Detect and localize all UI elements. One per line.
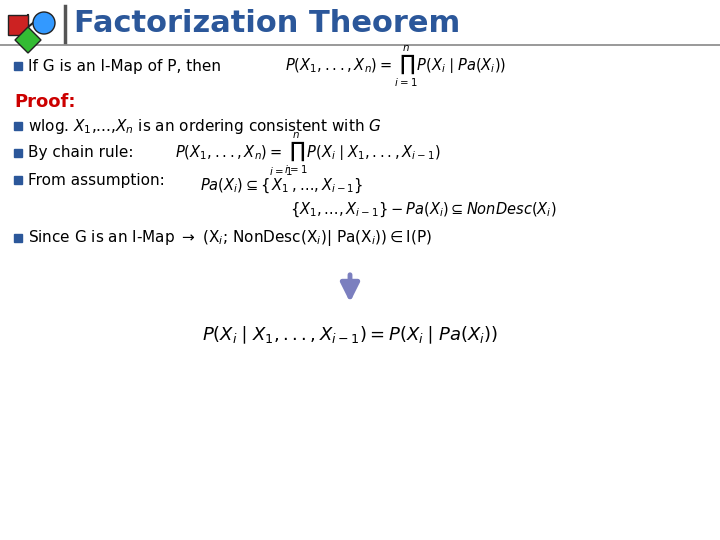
- Bar: [14, 62, 22, 70]
- Text: If G is an I-Map of P, then: If G is an I-Map of P, then: [28, 58, 221, 73]
- Text: wlog. $\mathit{X_1}$,...,$\mathit{X_n}$ is an ordering consistent with $\mathit{: wlog. $\mathit{X_1}$,...,$\mathit{X_n}$ …: [28, 117, 382, 136]
- Text: $P(X_1,...,X_n)=\prod_{i=1}^{n} P(X_i \mid Pa(X_i))$: $P(X_1,...,X_n)=\prod_{i=1}^{n} P(X_i \m…: [285, 43, 506, 89]
- Text: $Pa(X_i) \subseteq \{\overset{i=1}{X_1},\ldots , X_{i-1}\}$: $Pa(X_i) \subseteq \{\overset{i=1}{X_1},…: [200, 165, 364, 195]
- Bar: [14, 234, 22, 242]
- Text: $P(X_i \mid X_1,...,X_{i-1}) = P(X_i \mid Pa(X_i))$: $P(X_i \mid X_1,...,X_{i-1}) = P(X_i \mi…: [202, 325, 498, 346]
- Text: From assumption:: From assumption:: [28, 172, 165, 187]
- Text: By chain rule:: By chain rule:: [28, 145, 133, 160]
- Bar: [14, 149, 22, 157]
- Bar: [14, 176, 22, 184]
- Text: $P(X_1,...,X_n) = \prod_{i=1}^{n} P(X_i \mid X_1,...,X_{i-1})$: $P(X_1,...,X_n) = \prod_{i=1}^{n} P(X_i …: [175, 131, 441, 176]
- Text: $\{X_1, \ldots , X_{i-1}\} - Pa(X_i) \subseteq NonDesc(X_i)$: $\{X_1, \ldots , X_{i-1}\} - Pa(X_i) \su…: [290, 201, 557, 219]
- Bar: [14, 122, 22, 130]
- Polygon shape: [15, 27, 41, 53]
- Circle shape: [33, 12, 55, 34]
- Text: Since G is an I-Map $\rightarrow$ (X$_i$; NonDesc(X$_i$)| Pa(X$_i$))$\in$I(P): Since G is an I-Map $\rightarrow$ (X$_i$…: [28, 228, 432, 248]
- Text: Factorization Theorem: Factorization Theorem: [74, 10, 460, 38]
- Bar: [8, 15, 28, 35]
- Text: Proof:: Proof:: [14, 93, 76, 111]
